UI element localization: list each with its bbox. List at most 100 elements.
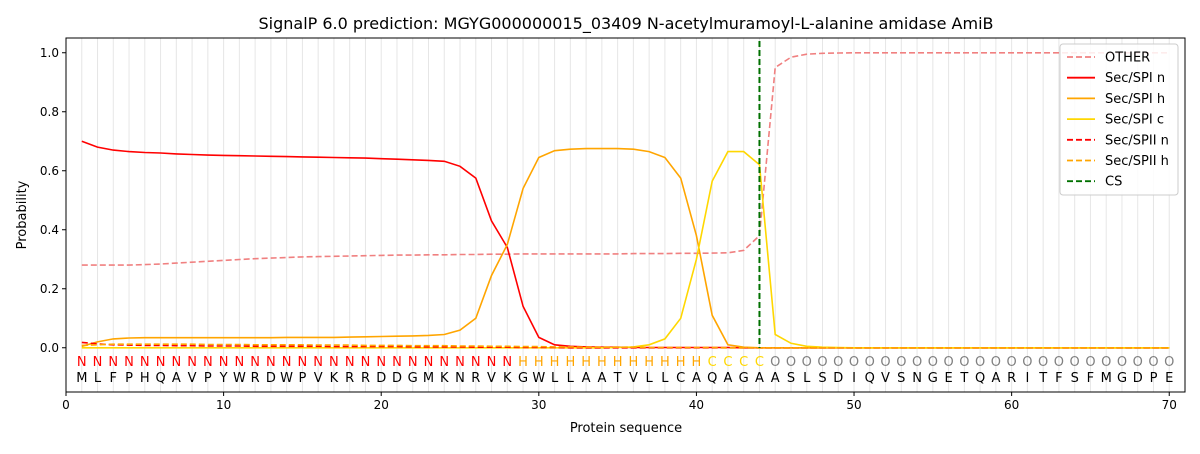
region-label: N xyxy=(108,355,118,370)
region-label: O xyxy=(912,355,922,370)
legend-label: Sec/SPII h xyxy=(1105,154,1169,169)
x-tick-label: 0 xyxy=(62,398,70,412)
region-label: O xyxy=(943,355,953,370)
region-label: N xyxy=(392,355,402,370)
residue-sequence: MLFPHQAVPYWRDWPVKRRDDGMKNRVKGWLLAATVLLCA… xyxy=(76,371,1173,386)
legend-label: CS xyxy=(1105,175,1122,190)
legend-label: Sec/SPI n xyxy=(1105,71,1165,86)
y-tick-label: 0.0 xyxy=(40,341,59,355)
region-label: O xyxy=(1101,355,1111,370)
y-tick-label: 0.6 xyxy=(40,164,59,178)
region-label: N xyxy=(424,355,434,370)
region-label: C xyxy=(739,355,748,370)
region-label: N xyxy=(171,355,181,370)
x-tick-label: 70 xyxy=(1162,398,1177,412)
region-label: N xyxy=(187,355,197,370)
region-label: N xyxy=(219,355,229,370)
region-label: H xyxy=(518,355,528,370)
region-label: N xyxy=(439,355,449,370)
series-line-sec-spii-h xyxy=(81,343,1170,349)
region-label: O xyxy=(1164,355,1174,370)
region-label: N xyxy=(234,355,244,370)
region-label: N xyxy=(408,355,418,370)
y-tick-label: 0.2 xyxy=(40,282,59,296)
region-label: C xyxy=(755,355,764,370)
region-label: O xyxy=(1022,355,1032,370)
region-label: N xyxy=(250,355,260,370)
x-tick-label: 60 xyxy=(1004,398,1019,412)
region-label: O xyxy=(802,355,812,370)
region-label: H xyxy=(597,355,607,370)
region-label: N xyxy=(203,355,213,370)
region-label: N xyxy=(502,355,512,370)
region-label: O xyxy=(833,355,843,370)
region-label: O xyxy=(880,355,890,370)
legend-label: Sec/SPI c xyxy=(1105,113,1164,128)
region-label: N xyxy=(156,355,166,370)
x-tick-label: 30 xyxy=(531,398,546,412)
region-label: O xyxy=(1148,355,1158,370)
region-label: N xyxy=(455,355,465,370)
x-tick-label: 40 xyxy=(689,398,704,412)
region-label: H xyxy=(660,355,670,370)
y-tick-label: 1.0 xyxy=(40,46,59,60)
region-label: C xyxy=(723,355,732,370)
region-label: H xyxy=(692,355,702,370)
legend-label: Sec/SPII n xyxy=(1105,133,1169,148)
region-label: O xyxy=(975,355,985,370)
region-label: O xyxy=(849,355,859,370)
region-label: N xyxy=(298,355,308,370)
region-label: O xyxy=(1133,355,1143,370)
region-label: O xyxy=(928,355,938,370)
series-line-sec-spi-c xyxy=(81,150,1170,349)
region-label: O xyxy=(1038,355,1048,370)
region-label: N xyxy=(313,355,323,370)
region-label: H xyxy=(534,355,544,370)
region-label: H xyxy=(613,355,623,370)
y-axis-label: Probability xyxy=(15,180,30,249)
x-axis-label: Protein sequence xyxy=(570,421,682,436)
region-label: N xyxy=(471,355,481,370)
region-label: N xyxy=(93,355,103,370)
legend-box xyxy=(1059,43,1179,196)
region-label: H xyxy=(676,355,686,370)
region-label: N xyxy=(124,355,134,370)
region-label: O xyxy=(1117,355,1127,370)
legend-label: OTHER xyxy=(1105,51,1150,66)
region-label: N xyxy=(361,355,371,370)
region-label: N xyxy=(282,355,292,370)
region-label: O xyxy=(1054,355,1064,370)
region-label: N xyxy=(487,355,497,370)
region-label: H xyxy=(628,355,638,370)
series-line-other xyxy=(81,51,1170,266)
x-tick-label: 20 xyxy=(374,398,389,412)
x-tick-label: 50 xyxy=(846,398,861,412)
x-tick-label: 10 xyxy=(216,398,231,412)
region-label: H xyxy=(581,355,591,370)
region-label: O xyxy=(959,355,969,370)
region-label: N xyxy=(376,355,386,370)
region-label: O xyxy=(817,355,827,370)
region-label: O xyxy=(770,355,780,370)
region-label: H xyxy=(550,355,560,370)
chart-title: SignalP 6.0 prediction: MGYG000000015_03… xyxy=(258,14,993,34)
region-label: H xyxy=(644,355,654,370)
region-label: H xyxy=(565,355,575,370)
region-label: N xyxy=(266,355,276,370)
series-line-sec-spi-h xyxy=(81,147,1170,349)
region-label: O xyxy=(991,355,1001,370)
region-label: O xyxy=(896,355,906,370)
region-label: O xyxy=(865,355,875,370)
y-tick-label: 0.4 xyxy=(40,223,59,237)
region-label: C xyxy=(708,355,717,370)
region-label: N xyxy=(140,355,150,370)
region-label: O xyxy=(786,355,796,370)
region-label: N xyxy=(77,355,87,370)
region-label: O xyxy=(1007,355,1017,370)
y-tick-label: 0.8 xyxy=(40,105,59,119)
region-label: O xyxy=(1085,355,1095,370)
legend: OTHER Sec/SPI n Sec/SPI h Sec/SPI c Sec/SPII… xyxy=(1059,43,1179,196)
region-label: N xyxy=(329,355,339,370)
region-label: N xyxy=(345,355,355,370)
